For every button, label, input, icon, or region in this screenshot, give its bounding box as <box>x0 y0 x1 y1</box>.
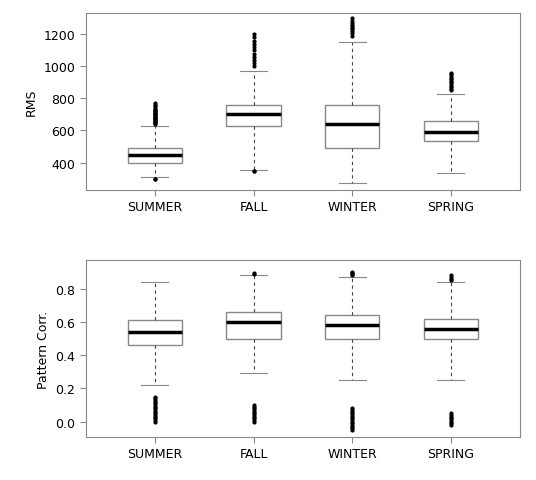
PathPatch shape <box>226 106 281 127</box>
PathPatch shape <box>226 312 281 339</box>
PathPatch shape <box>325 106 379 149</box>
PathPatch shape <box>128 321 182 346</box>
PathPatch shape <box>325 315 379 339</box>
Y-axis label: RMS: RMS <box>25 89 38 116</box>
PathPatch shape <box>424 121 478 142</box>
Y-axis label: Pattern Corr.: Pattern Corr. <box>37 310 50 388</box>
PathPatch shape <box>128 149 182 163</box>
PathPatch shape <box>424 319 478 339</box>
